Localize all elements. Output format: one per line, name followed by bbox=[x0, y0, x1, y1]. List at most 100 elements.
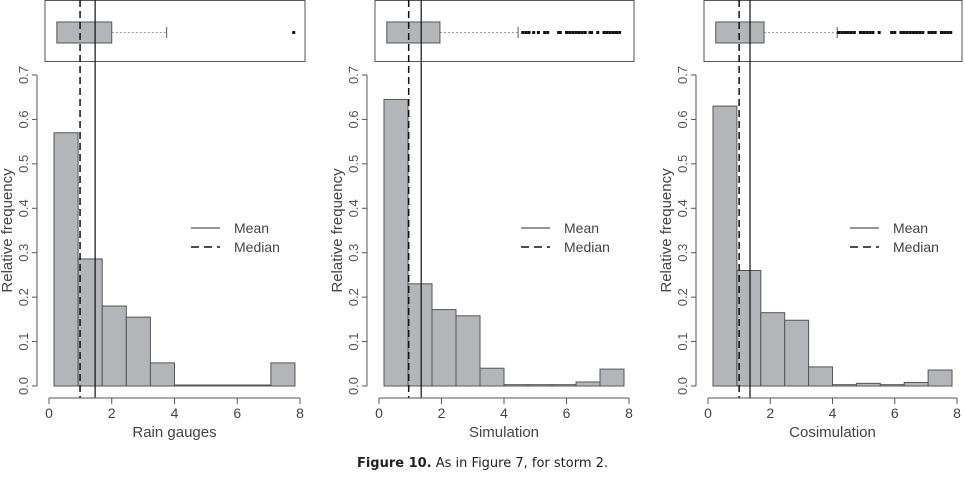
y-tick-label: 0.7 bbox=[346, 66, 361, 84]
histogram-bar bbox=[53, 132, 79, 387]
histogram-bar bbox=[383, 98, 409, 387]
boxplot-outlier bbox=[583, 31, 587, 34]
histogram-bar bbox=[903, 381, 929, 387]
boxplot-outlier bbox=[532, 31, 536, 34]
y-tick-label: 0.3 bbox=[675, 244, 690, 262]
histogram-bar bbox=[760, 312, 786, 387]
y-tick-label: 0.0 bbox=[16, 377, 31, 395]
x-axis-label: Cosimulation bbox=[789, 424, 876, 441]
histogram-bar bbox=[784, 319, 810, 387]
boxplot-outlier bbox=[930, 31, 934, 34]
boxplot-outlier bbox=[871, 31, 875, 34]
figure-caption: Figure 10. As in Figure 7, for storm 2. bbox=[0, 456, 965, 471]
boxplot-outlier bbox=[521, 31, 525, 34]
caption-text: As in Figure 7, for storm 2. bbox=[431, 456, 609, 471]
boxplot-outlier bbox=[574, 31, 578, 34]
boxplot-outlier bbox=[590, 31, 593, 34]
boxplot-outlier bbox=[933, 31, 937, 34]
y-axis-label: Relative frequency bbox=[658, 168, 675, 293]
histogram-bar bbox=[712, 105, 738, 387]
boxplot-outlier bbox=[908, 31, 912, 34]
boxplot-outlier bbox=[911, 31, 915, 34]
boxplot-outlier bbox=[918, 31, 922, 34]
y-tick-label: 0.4 bbox=[675, 199, 690, 217]
boxplot-outlier bbox=[946, 31, 950, 34]
boxplot-outlier bbox=[536, 31, 540, 34]
histogram-bar bbox=[551, 384, 577, 387]
boxplot-outlier bbox=[921, 31, 925, 34]
y-tick-label: 0.3 bbox=[346, 244, 361, 262]
boxplot-outlier bbox=[859, 31, 863, 34]
histogram-bar bbox=[101, 305, 127, 387]
histogram-bar bbox=[125, 316, 151, 387]
boxplot-outlier bbox=[943, 31, 947, 34]
boxplot-outlier bbox=[292, 31, 296, 34]
y-tick-label: 0.0 bbox=[346, 377, 361, 395]
boxplot-outlier bbox=[558, 31, 562, 34]
legend-median-label: Median bbox=[893, 239, 939, 255]
y-tick-label: 0.1 bbox=[675, 333, 690, 351]
histogram-bar bbox=[575, 381, 601, 387]
boxplot-frame bbox=[44, 0, 306, 62]
boxplot-outlier bbox=[939, 31, 943, 34]
y-tick-label: 0.3 bbox=[16, 244, 31, 262]
histogram-bar bbox=[527, 384, 553, 387]
y-tick-label: 0.6 bbox=[346, 110, 361, 128]
histogram-bar bbox=[832, 384, 857, 387]
histogram-bar bbox=[174, 384, 200, 387]
histogram-bar bbox=[431, 309, 457, 387]
y-tick-label: 0.2 bbox=[675, 288, 690, 306]
y-tick-label: 0.6 bbox=[16, 110, 31, 128]
legend-median-label: Median bbox=[564, 239, 610, 255]
y-tick-label: 0.4 bbox=[16, 199, 31, 217]
x-tick-label: 2 bbox=[766, 405, 774, 421]
boxplot-outlier bbox=[546, 31, 550, 34]
x-tick-label: 4 bbox=[500, 405, 508, 421]
x-tick-label: 0 bbox=[45, 405, 53, 421]
boxplot-outlier bbox=[868, 31, 872, 34]
histogram-bar bbox=[927, 369, 953, 387]
legend-mean-label: Mean bbox=[564, 220, 599, 236]
histogram-bar bbox=[736, 269, 762, 387]
boxplot-outlier bbox=[565, 31, 568, 34]
y-tick-label: 0.5 bbox=[16, 155, 31, 173]
y-tick-label: 0.2 bbox=[16, 288, 31, 306]
x-tick-label: 4 bbox=[829, 405, 837, 421]
y-axis-label: Relative frequency bbox=[329, 168, 346, 293]
histogram-bar bbox=[855, 382, 881, 387]
x-tick-label: 0 bbox=[704, 405, 712, 421]
caption-label: Figure 10. bbox=[356, 456, 432, 471]
legend-mean-label: Mean bbox=[893, 220, 928, 236]
boxplot-outlier bbox=[527, 31, 531, 34]
histogram-bar bbox=[77, 258, 103, 387]
x-axis-label: Simulation bbox=[469, 424, 539, 441]
histogram-bar bbox=[808, 366, 834, 387]
boxplot-outlier bbox=[865, 31, 869, 34]
boxplot-outlier bbox=[890, 31, 894, 34]
y-tick-label: 0.1 bbox=[16, 333, 31, 351]
histogram-bar bbox=[270, 362, 296, 387]
boxplot-outlier bbox=[557, 31, 561, 34]
boxplot-box bbox=[715, 21, 765, 44]
boxplot-outlier bbox=[899, 31, 903, 34]
boxplot-box bbox=[386, 21, 441, 44]
boxplot-outlier bbox=[849, 31, 853, 34]
boxplot-outlier bbox=[893, 31, 897, 34]
histogram-bar bbox=[879, 384, 905, 387]
boxplot-outlier bbox=[877, 31, 881, 34]
boxplot-outlier bbox=[862, 31, 866, 34]
x-tick-label: 0 bbox=[375, 405, 383, 421]
boxplot-outlier bbox=[843, 31, 847, 34]
legend-median-label: Median bbox=[234, 239, 280, 255]
histogram-bar bbox=[455, 315, 481, 387]
histogram-bar bbox=[198, 384, 224, 387]
histogram-figure: 0.0 0.1 0.2 0.3 0.4 0.5 0.6 0.7 Relative frequen… bbox=[0, 0, 963, 441]
boxplot-outlier bbox=[915, 31, 919, 34]
boxplot-outlier bbox=[902, 31, 906, 34]
boxplot-outlier bbox=[568, 31, 572, 34]
y-tick-label: 0.2 bbox=[346, 288, 361, 306]
histogram-bar bbox=[479, 367, 505, 387]
x-tick-label: 8 bbox=[953, 405, 961, 421]
boxplot-box bbox=[56, 21, 113, 44]
y-tick-label: 0.4 bbox=[346, 199, 361, 217]
